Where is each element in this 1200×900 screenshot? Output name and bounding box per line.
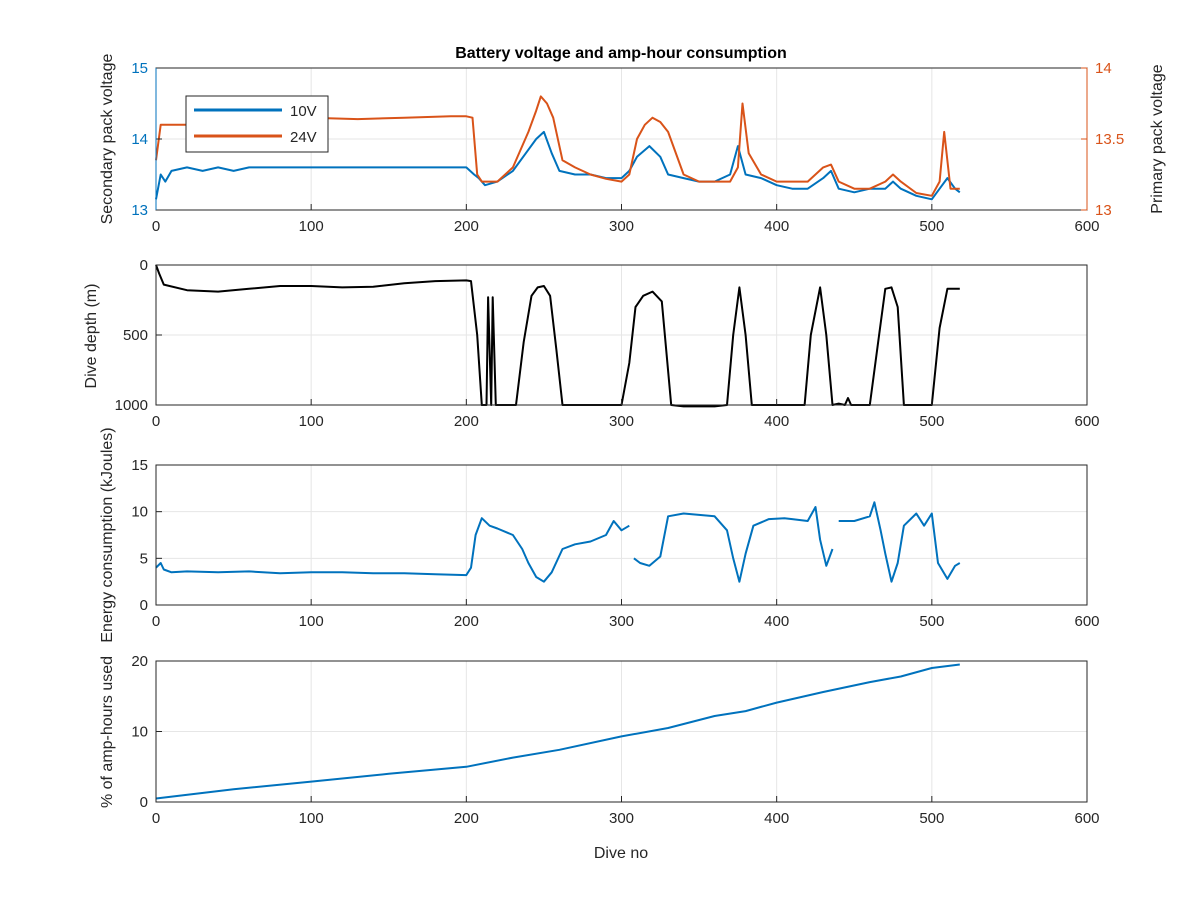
voltage-ytick-label: 15 bbox=[131, 60, 148, 77]
amp-hours-xtick-label: 500 bbox=[919, 810, 944, 827]
energy-xtick-label: 400 bbox=[764, 613, 789, 630]
energy-xtick-label: 600 bbox=[1074, 613, 1099, 630]
energy-xtick-label: 0 bbox=[152, 613, 160, 630]
amp-hours-panel: 0 100 200 300 400 500 600 0 10 20 % of amp-hours … bbox=[99, 653, 1100, 862]
energy-xtick-label: 300 bbox=[609, 613, 634, 630]
ylabel-energy-consumption: Energy consumption (kJoules) bbox=[99, 427, 116, 642]
energy-xtick-label: 200 bbox=[454, 613, 479, 630]
depth-xtick-label: 100 bbox=[299, 413, 324, 430]
energy-ytick-label: 5 bbox=[140, 550, 148, 567]
ylabel-secondary-pack-voltage: Secondary pack voltage bbox=[99, 54, 116, 225]
ylabel-dive-depth: Dive depth (m) bbox=[83, 284, 100, 389]
voltage-xtick-label: 500 bbox=[919, 218, 944, 235]
legend: 10V 24V bbox=[185, 95, 329, 153]
depth-xtick-label: 500 bbox=[919, 413, 944, 430]
depth-series-line-0-line bbox=[155, 264, 960, 408]
amp-hours-ytick-label: 0 bbox=[140, 794, 148, 811]
depth-xtick-label: 400 bbox=[764, 413, 789, 430]
energy-ytick-label: 0 bbox=[140, 597, 148, 614]
depth-xtick-label: 600 bbox=[1074, 413, 1099, 430]
voltage-ytick-label: 13 bbox=[131, 202, 148, 219]
depth-ytick-label: 500 bbox=[123, 327, 148, 344]
energy-ytick-label: 15 bbox=[131, 457, 148, 474]
energy-panel: 0 100 200 300 400 500 600 0 5 10 15 Energy consump… bbox=[99, 427, 1100, 642]
amp-hours-xtick-label: 100 bbox=[299, 810, 324, 827]
legend-box bbox=[185, 95, 329, 153]
ylabel-amp-hours-used: % of amp-hours used bbox=[99, 656, 116, 808]
depth-xtick-label: 0 bbox=[152, 413, 160, 430]
energy-series-line-0-line bbox=[155, 501, 961, 583]
xlabel-dive-no: Dive no bbox=[594, 845, 648, 862]
energy-xtick-label: 100 bbox=[299, 613, 324, 630]
amp-hours-xtick-label: 200 bbox=[454, 810, 479, 827]
ylabel-primary-pack-voltage: Primary pack voltage bbox=[1149, 64, 1166, 213]
legend-label-10v: 10V bbox=[290, 103, 317, 120]
voltage-ytick-label: 14 bbox=[131, 131, 148, 148]
amp-hours-ytick-label: 10 bbox=[131, 724, 148, 741]
amp-hours-xtick-label: 400 bbox=[764, 810, 789, 827]
energy-ytick-label: 10 bbox=[131, 504, 148, 521]
voltage-xtick-label: 400 bbox=[764, 218, 789, 235]
amp-hours-xtick-label: 600 bbox=[1074, 810, 1099, 827]
voltage-right-ytick-label: 14 bbox=[1095, 60, 1112, 77]
voltage-xtick-label: 100 bbox=[299, 218, 324, 235]
voltage-series-24v-line bbox=[155, 95, 960, 197]
legend-label-24v: 24V bbox=[290, 129, 317, 146]
amp-hours-ytick-label: 20 bbox=[131, 653, 148, 670]
figure-title: Battery voltage and amp-hour consumption bbox=[455, 45, 787, 62]
amp-hours-xtick-label: 300 bbox=[609, 810, 634, 827]
depth-ytick-label: 0 bbox=[140, 257, 148, 274]
depth-panel: 0 100 200 300 400 500 600 0 500 1000 Dive depth (… bbox=[83, 257, 1100, 430]
amp-hours-series-line-0-line bbox=[155, 663, 960, 800]
voltage-xtick-label: 0 bbox=[152, 218, 160, 235]
energy-xtick-label: 500 bbox=[919, 613, 944, 630]
depth-xtick-label: 200 bbox=[454, 413, 479, 430]
voltage-right-ytick-label: 13.5 bbox=[1095, 131, 1124, 148]
voltage-xtick-label: 300 bbox=[609, 218, 634, 235]
depth-xtick-label: 300 bbox=[609, 413, 634, 430]
voltage-xtick-label: 200 bbox=[454, 218, 479, 235]
amp-hours-xtick-label: 0 bbox=[152, 810, 160, 827]
voltage-xtick-label: 600 bbox=[1074, 218, 1099, 235]
voltage-series-10v-line bbox=[155, 130, 961, 201]
depth-ytick-label: 1000 bbox=[115, 397, 148, 414]
voltage-right-ytick-label: 13 bbox=[1095, 202, 1112, 219]
